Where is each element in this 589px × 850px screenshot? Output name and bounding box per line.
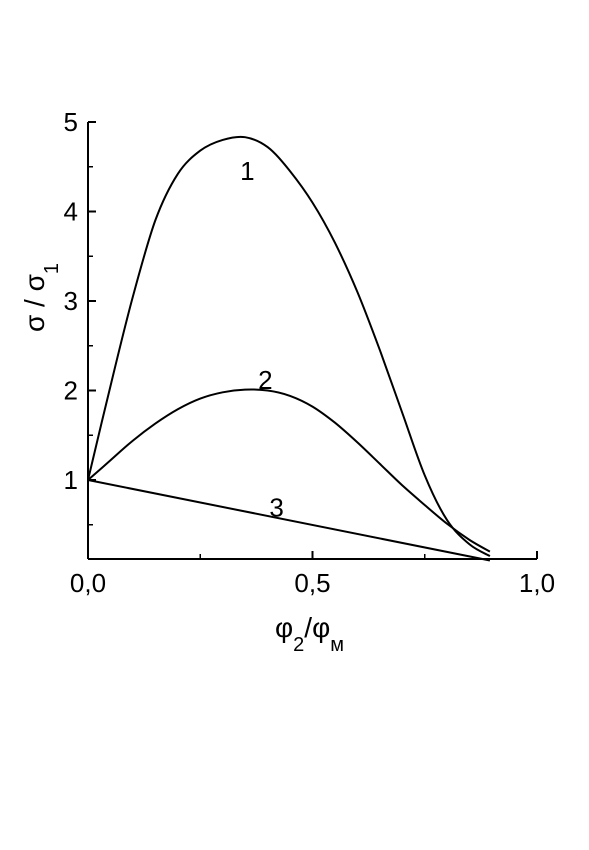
y-tick-label: 4 — [64, 197, 78, 227]
series-line-2 — [87, 388, 491, 553]
ticks — [87, 121, 538, 559]
y-title-sub: 1 — [41, 263, 63, 274]
x-tick-label: 0,0 — [70, 568, 106, 598]
x-tick-label: 1,0 — [519, 568, 555, 598]
tick-labels: 0,0 0,5 1,0 1 2 3 4 5 — [64, 107, 556, 598]
y-axis-title: σ / σ1 — [19, 263, 63, 332]
x-title-sub1: 2 — [293, 634, 304, 656]
curves — [87, 135, 491, 562]
x-title-base: φ — [275, 612, 293, 643]
x-tick-label: 0,5 — [294, 568, 330, 598]
x-title-slash: / — [304, 612, 312, 643]
y-tick-label: 5 — [64, 107, 78, 137]
x-title-base2: φ — [312, 612, 330, 643]
y-tick-label: 1 — [64, 465, 78, 495]
x-title-sub2: м — [330, 634, 344, 656]
x-axis-title: φ2/φм — [275, 612, 344, 656]
y-tick-label: 2 — [64, 376, 78, 406]
series-line-3 — [87, 479, 491, 562]
series-label-1: 1 — [240, 156, 254, 186]
y-title-base: σ / σ — [19, 274, 50, 332]
curve-labels: 1 2 3 — [240, 156, 284, 523]
series-label-3: 3 — [269, 493, 283, 523]
y-tick-label: 3 — [64, 286, 78, 316]
series-line-1 — [87, 135, 491, 557]
series-label-2: 2 — [258, 365, 272, 395]
